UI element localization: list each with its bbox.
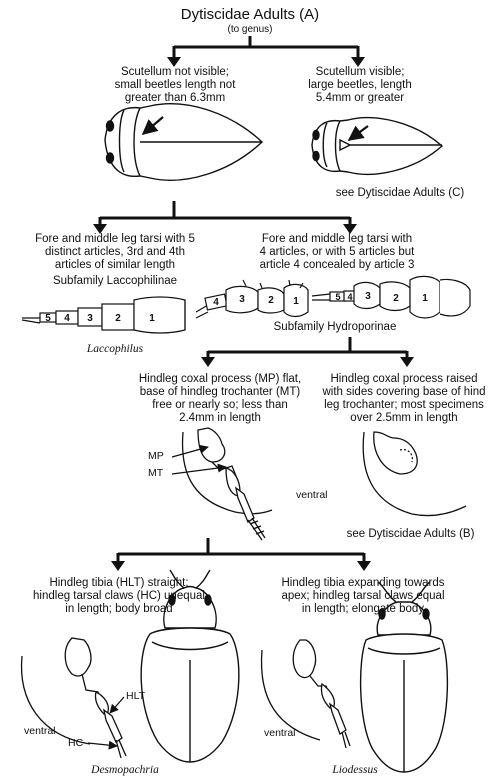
pointer-hlt xyxy=(109,696,125,714)
tarsus-a-num-1: 1 xyxy=(293,296,299,307)
couplet4-right-text: Hindleg tibia expanding towards apex; hin… xyxy=(281,577,445,615)
label-hc: HC xyxy=(68,737,84,749)
branch-arrow-3a xyxy=(201,357,215,367)
arrow-scutellum-present xyxy=(347,125,369,141)
label-ventral-left: ventral xyxy=(24,725,56,737)
couplet4-left-text: Hindleg tibia (HLT) straight; hindleg tar… xyxy=(33,577,205,615)
ventral-hindleg-flat xyxy=(181,427,273,541)
label-ventral-right: ventral xyxy=(264,727,296,739)
tarsus-b-num-4: 4 xyxy=(347,292,352,302)
beetle-dorsal-small xyxy=(104,103,264,181)
branch-arrow-4a xyxy=(111,561,125,571)
pointer-mp xyxy=(171,444,209,458)
branch-arrow-2a xyxy=(93,224,107,234)
pointer-mt xyxy=(171,463,227,475)
label-ventral-couplet3: ventral xyxy=(296,489,328,501)
couplet3-right-text: Hindleg coxal process raised with sides c… xyxy=(322,373,486,424)
tarsus-l-num-2: 2 xyxy=(115,313,121,324)
taxon-liodessus: Liodessus xyxy=(332,764,378,776)
page-title: Dytiscidae Adults (A) xyxy=(180,6,320,23)
branch-arrow-2b xyxy=(343,224,357,234)
tarsus-l-num-4: 4 xyxy=(64,313,70,324)
couplet2-right-text: Fore and middle leg tarsi with 4 articles… xyxy=(259,233,415,271)
branch-arrow-4b xyxy=(357,561,371,571)
tarsus-a-num-2: 2 xyxy=(268,295,274,306)
pointer-hc xyxy=(87,740,118,750)
tarsus-l-num-5: 5 xyxy=(45,313,51,324)
beetle-desmopachria xyxy=(140,569,240,763)
tarsus-b-num-2: 2 xyxy=(393,293,399,304)
tarsus-hydroporinae-4 xyxy=(195,279,309,319)
label-mp: MP xyxy=(148,450,164,462)
tarsus-b-num-1: 1 xyxy=(422,293,428,304)
tarsus-b-num-5: 5 xyxy=(335,292,340,302)
tarsus-laccophilinae xyxy=(21,296,186,334)
tarsus-a-num-4: 4 xyxy=(213,297,219,308)
branch-connector-2 xyxy=(98,201,352,226)
label-hlt: HLT xyxy=(126,690,146,702)
branch-arrow-1b xyxy=(351,57,365,67)
branch-connector-4 xyxy=(116,538,366,563)
ventral-hindleg-raised xyxy=(362,431,467,517)
taxon-laccophilus: Laccophilus xyxy=(86,343,144,355)
label-mt: MT xyxy=(148,467,164,479)
tarsus-l-num-1: 1 xyxy=(149,313,155,324)
taxon-desmopachria: Desmopachria xyxy=(91,764,159,776)
couplet1-left-text: Scutellum not visible; small beetles leng… xyxy=(114,66,236,104)
couplet1-right-text: Scutellum visible; large beetles, length 5… xyxy=(308,66,412,104)
page-subtitle: (to genus) xyxy=(227,24,273,35)
couplet2-left-text: Fore and middle leg tarsi with 5 distinct… xyxy=(35,233,195,271)
branch-arrow-1a xyxy=(167,57,181,67)
branch-arrow-3b xyxy=(400,357,414,367)
subfamily-hydroporinae: Subfamily Hydroporinae xyxy=(273,321,397,333)
tarsus-a-num-3: 3 xyxy=(239,294,245,305)
arrow-scutellum-absent xyxy=(141,116,164,135)
tarsus-b-num-3: 3 xyxy=(365,291,371,302)
couplet1-right-reference: see Dytiscidae Adults (C) xyxy=(335,187,465,199)
branch-connector-3 xyxy=(206,337,409,359)
tarsus-l-num-3: 3 xyxy=(87,313,93,324)
branch-connector-1 xyxy=(172,36,360,59)
ventral-hindleg-liodessus xyxy=(260,639,351,749)
subfamily-laccophilinae: Subfamily Laccophilinae xyxy=(52,275,178,287)
couplet3-left-text: Hindleg coxal process (MP) flat, base of … xyxy=(138,373,302,424)
beetle-liodessus xyxy=(359,581,449,773)
tarsus-hydroporinae-5 xyxy=(311,275,471,319)
beetle-dorsal-large xyxy=(311,117,444,175)
couplet3-right-reference: see Dytiscidae Adults (B) xyxy=(346,528,475,540)
